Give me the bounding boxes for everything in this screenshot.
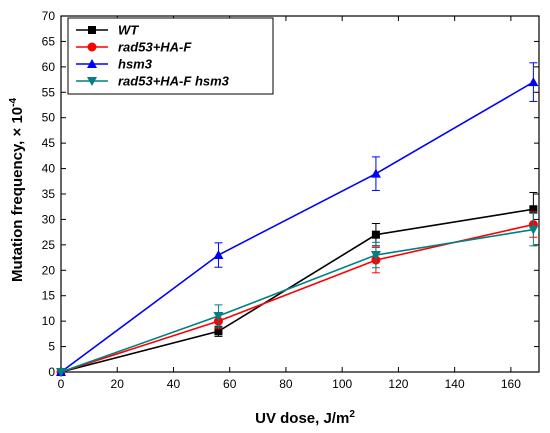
data-point <box>528 77 539 87</box>
y-tick-label: 30 <box>42 212 56 226</box>
x-tick-label: 40 <box>167 377 181 391</box>
series-line <box>60 81 534 373</box>
y-tick-label: 25 <box>42 238 56 252</box>
y-tick-label: 60 <box>42 60 56 74</box>
series-layer <box>56 62 539 377</box>
data-point <box>213 312 224 322</box>
series-line <box>60 208 534 373</box>
y-tick-label: 45 <box>42 136 56 150</box>
y-tick-label: 50 <box>42 111 56 125</box>
legend-label: WT <box>118 23 139 38</box>
data-point <box>214 327 223 336</box>
x-tick-label: 60 <box>223 377 237 391</box>
legend-label: rad53+HA-F <box>118 40 192 55</box>
series-line <box>60 223 534 373</box>
legend-marker <box>87 59 97 68</box>
y-tick-label: 20 <box>42 263 56 277</box>
x-tick-label: 100 <box>332 377 352 391</box>
x-axis-title: UV dose, J/m2 <box>255 409 355 427</box>
y-tick-label: 65 <box>42 34 56 48</box>
y-tick-label: 35 <box>42 187 56 201</box>
data-point <box>370 251 381 261</box>
data-point <box>370 168 381 178</box>
x-tick-label: 80 <box>279 377 293 391</box>
data-point <box>371 230 380 239</box>
legend: WT rad53+HA-F hsm3 rad53+HA-F hsm3 <box>67 17 274 95</box>
series-line <box>60 228 534 373</box>
y-tick-label: 40 <box>42 162 56 176</box>
y-tick-label: 5 <box>48 340 55 354</box>
x-tick-label: 120 <box>388 377 408 391</box>
legend-label: rad53+HA-F hsm3 <box>118 74 230 89</box>
data-point <box>529 205 538 214</box>
legend-marker <box>87 42 97 52</box>
y-tick-label: 15 <box>42 289 56 303</box>
x-tick-label: 20 <box>111 377 125 391</box>
x-tick-label: 140 <box>445 377 465 391</box>
y-tick-label: 70 <box>42 9 56 23</box>
y-tick-label: 0 <box>48 365 55 379</box>
x-tick-label: 0 <box>58 377 65 391</box>
axis-ticks: 0 20 40 60 80 100 120 140 160 0 5 10 15 20 25 30 35 40 45 5… <box>42 9 539 391</box>
y-tick-label: 55 <box>42 85 56 99</box>
data-point <box>528 225 539 235</box>
legend-marker <box>87 77 97 86</box>
legend-label: hsm3 <box>118 57 153 72</box>
y-tick-label: 10 <box>42 314 56 328</box>
series-1 <box>56 211 538 377</box>
series-3 <box>56 212 539 377</box>
legend-marker <box>88 26 96 34</box>
data-point <box>56 368 66 377</box>
data-point <box>213 250 224 260</box>
x-tick-label: 160 <box>501 377 521 391</box>
y-axis-title: Mutation frequency, × 10-4 <box>8 98 26 283</box>
